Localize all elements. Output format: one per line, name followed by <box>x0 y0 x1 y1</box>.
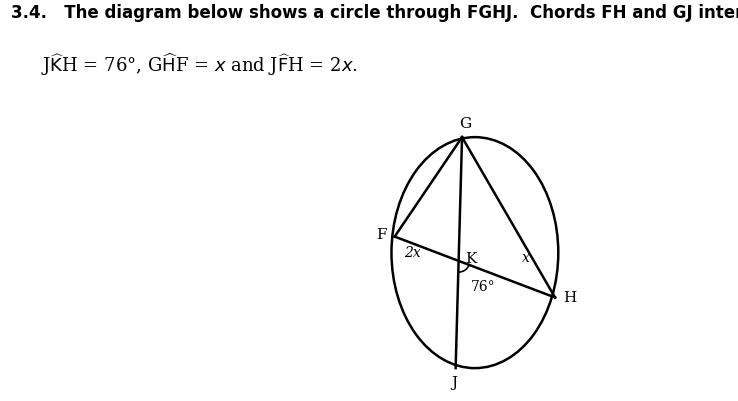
Text: x: x <box>523 251 531 265</box>
Text: 2x: 2x <box>404 246 421 260</box>
Text: F: F <box>376 228 387 242</box>
Text: 3.4.   The diagram below shows a circle through FGHJ.  Chords FH and GJ intersec: 3.4. The diagram below shows a circle th… <box>11 4 738 22</box>
Text: J: J <box>451 376 457 390</box>
Text: J$\widehat{\rm K}$H = 76°, G$\widehat{\rm H}$F = $x$ and J$\widehat{\rm F}$H = 2: J$\widehat{\rm K}$H = 76°, G$\widehat{\r… <box>41 52 358 78</box>
Text: K: K <box>465 252 477 266</box>
Text: G: G <box>459 117 472 131</box>
Text: H: H <box>563 291 576 304</box>
Text: 76°: 76° <box>471 279 496 294</box>
